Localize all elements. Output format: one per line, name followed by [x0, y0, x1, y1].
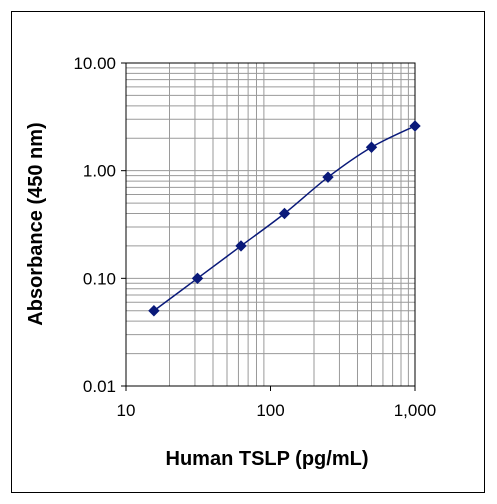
y-tick-label: 10.00: [73, 54, 116, 73]
data-point: [148, 305, 160, 317]
y-tick-label: 0.10: [83, 269, 116, 288]
y-tick-label: 0.01: [83, 377, 116, 396]
data-point: [365, 141, 378, 153]
y-axis-title: Absorbance (450 nm): [25, 122, 47, 325]
axis-ticks: [121, 62, 416, 391]
x-axis-title: Human TSLP (pg/mL): [166, 448, 369, 470]
x-tick-label: 1,000: [394, 401, 437, 420]
data-point: [235, 240, 247, 252]
x-tick-label: 10: [117, 401, 136, 420]
data-point: [322, 171, 334, 183]
y-tick-labels: 0.01 0.10 1.00 10.00: [73, 54, 116, 396]
series: [148, 120, 421, 317]
x-tick-labels: 10 100 1,000: [117, 401, 437, 420]
y-tick-label: 1.00: [83, 162, 116, 181]
data-point: [191, 272, 204, 285]
data-point: [278, 207, 291, 220]
grid-lines: [126, 63, 415, 387]
data-point: [409, 120, 421, 132]
x-tick-label: 100: [256, 401, 284, 420]
